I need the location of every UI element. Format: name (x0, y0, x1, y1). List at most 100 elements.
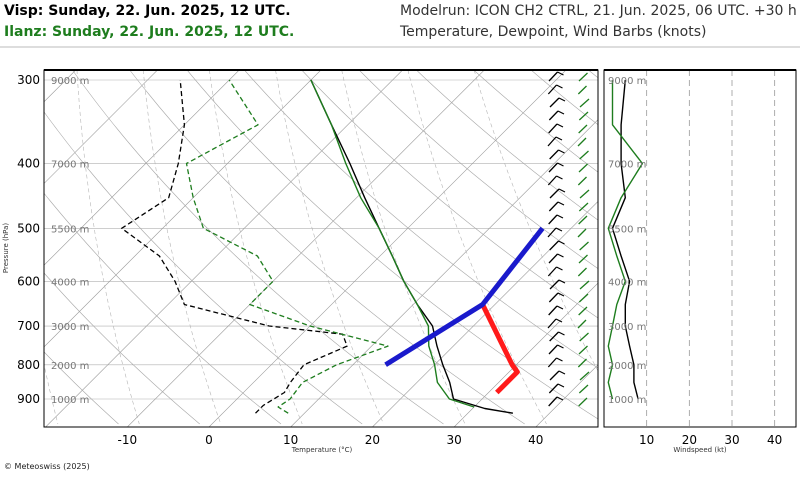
wind-barb-flag (556, 214, 564, 219)
wind-barb-ilanz (577, 85, 587, 95)
altitude-label: 7000 m (51, 160, 89, 171)
isotherm-line (44, 70, 77, 103)
wind-barb-ilanz (577, 358, 587, 368)
wind-tick-label: 30 (724, 433, 739, 447)
wind-altitude-label: 1000 m (608, 395, 646, 406)
x-axis-label: Temperature (°C) (291, 446, 353, 454)
altitude-label: 9000 m (51, 76, 89, 87)
ilanz-dewpoint-line (185, 79, 389, 414)
altitude-label: 1000 m (51, 395, 89, 406)
wind-barb-visp (549, 331, 559, 342)
wind-barb-visp (548, 201, 559, 212)
moist-adiabat-grid-line (76, 70, 140, 425)
wind-altitude-label: 9000 m (608, 76, 646, 87)
wind-barb-flag (557, 110, 565, 115)
wind-barb-visp (547, 136, 557, 147)
wind-barb-flag (556, 84, 563, 89)
pressure-tick-label: 700 (17, 319, 40, 333)
dry-adiabat-grid-line (44, 272, 200, 425)
moist-adiabat-grid-line (275, 70, 384, 425)
wind-grid (646, 70, 776, 427)
wind-tick-label: 10 (639, 433, 654, 447)
wind-barb-visp (548, 344, 558, 355)
wind-tick-label: 40 (767, 433, 782, 447)
wind-barb-visp (549, 240, 559, 251)
wind-barb-flag (557, 292, 565, 297)
isotherm-line (208, 70, 567, 427)
wind-altitude-label: 3000 m (608, 322, 646, 333)
temperature-tick-label: 30 (446, 433, 461, 447)
wind-barb-flag (558, 97, 566, 102)
model-run-info: Modelrun: ICON CH2 CTRL, 21. Jun. 2025, … (400, 3, 797, 19)
moist-adiabat-grid-line (341, 70, 466, 425)
temperature-tick-label: 20 (365, 433, 380, 447)
dry-adiabat-grid-line (72, 70, 444, 425)
wind-barb-visp (547, 318, 557, 329)
chart-description: Temperature, Dewpoint, Wind Barbs (knots… (400, 24, 707, 40)
wind-barb-flag (556, 266, 563, 271)
skewt-chart: 9000 m 7000 m 5500 m 4000 m 3000 m 2000 m 1000… (0, 46, 800, 454)
wind-barb-ilanz (578, 163, 588, 173)
wind-barb-visp (549, 188, 560, 199)
wind-barb-ilanz (579, 150, 589, 160)
copyright: © Meteoswiss (2025) (4, 462, 90, 471)
wind-barb-ilanz (578, 254, 588, 264)
dry-adiabat-grid-line (44, 192, 282, 425)
altitude-label: 4000 m (51, 277, 89, 288)
temperature-tick-label: 0 (205, 433, 213, 447)
dry-adiabat-grid-line (129, 70, 525, 425)
dry-adiabat-grid-line (703, 70, 800, 424)
wind-barb-flag (556, 123, 564, 128)
wind-barb-flag (557, 201, 565, 206)
dry-adiabat-grid-line (301, 70, 598, 319)
wind-barb-visp (547, 357, 557, 368)
moist-adiabat-line (384, 226, 545, 367)
wind-barb-flag (557, 383, 565, 388)
wind-barb-flag (557, 71, 564, 76)
ilanz-windspeed-line (607, 80, 644, 400)
skewt-grid (44, 70, 800, 427)
altitude-label: 3000 m (51, 322, 89, 333)
isotherm-line (44, 70, 322, 348)
dry-adiabat-grid-line (358, 70, 598, 270)
wind-barb-ilanz (579, 98, 590, 108)
wind-barb-visp (549, 279, 560, 290)
isotherm-line (535, 364, 598, 427)
wind-barbs (547, 71, 590, 407)
moist-adiabat-grid-line (473, 70, 598, 372)
dry-adiabat-grid-line (44, 111, 363, 425)
wind-barb-ilanz (578, 72, 588, 82)
wind-barb-visp (547, 227, 557, 238)
moist-adiabat-grid-line (142, 70, 222, 425)
wind-barb-flag (555, 227, 563, 232)
dry-adiabat-grid-line (244, 70, 598, 369)
dry-adiabat-grid-line (646, 70, 800, 424)
pressure-tick-label: 900 (17, 392, 40, 406)
wind-barb-ilanz (578, 397, 588, 407)
wind-barb-flag (555, 136, 563, 141)
wind-barb-ilanz (577, 267, 587, 277)
wind-barb-visp (548, 253, 558, 264)
moist-adiabat-grid-line (209, 70, 303, 425)
wind-barb-visp (549, 370, 560, 381)
pressure-tick-label: 800 (17, 358, 40, 372)
pressure-tick-label: 300 (17, 73, 40, 87)
wind-barb-visp (547, 175, 557, 186)
wind-altitude-label: 4000 m (608, 277, 646, 288)
wind-barb-flag (557, 344, 564, 349)
skewt-series (121, 71, 590, 414)
dry-adiabat-grid-line (186, 70, 598, 420)
wind-barb-flag (555, 318, 563, 323)
visp-windspeed-line (611, 79, 639, 400)
wind-barb-flag (556, 357, 563, 362)
wind-barb-ilanz (577, 176, 587, 186)
wind-barb-visp (548, 383, 559, 394)
wind-altitude-label: 5500 m (608, 224, 646, 235)
wind-axes: 10 20 30 40 9000 m 7000 m 5500 m 4000 m 3000 m 20… (608, 76, 782, 447)
wind-barb-ilanz (578, 306, 588, 316)
isotherm-line (618, 70, 800, 427)
isotherm-line (290, 119, 598, 427)
temperature-tick-label: 10 (283, 433, 298, 447)
wind-barb-flag (558, 188, 566, 193)
wind-barb-flag (556, 305, 564, 310)
